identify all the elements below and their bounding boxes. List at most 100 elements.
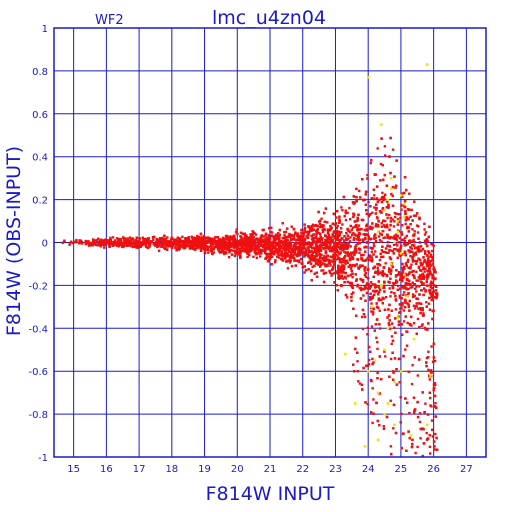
red-point	[328, 262, 331, 265]
red-point	[377, 263, 380, 266]
red-point	[430, 293, 433, 296]
red-point	[398, 272, 401, 276]
red-point	[403, 244, 407, 247]
red-point	[188, 241, 192, 244]
red-point	[433, 394, 437, 398]
red-point	[356, 283, 359, 287]
red-point	[340, 231, 343, 234]
red-point	[308, 260, 311, 263]
red-point	[210, 247, 213, 251]
red-point	[257, 240, 261, 244]
red-point	[311, 229, 314, 232]
red-point	[412, 254, 415, 257]
red-point	[238, 250, 241, 254]
red-point	[411, 257, 414, 260]
red-point	[431, 257, 434, 261]
red-point	[397, 323, 400, 327]
red-point	[264, 246, 267, 250]
red-point	[280, 250, 284, 253]
red-point	[432, 342, 436, 345]
red-point	[333, 230, 336, 233]
red-point	[409, 246, 412, 249]
red-point	[411, 364, 414, 367]
red-point	[217, 249, 221, 252]
red-point	[428, 260, 431, 263]
red-point	[297, 259, 301, 262]
red-point	[277, 253, 281, 256]
red-point	[364, 272, 367, 275]
red-point	[326, 246, 329, 250]
red-point	[391, 351, 394, 354]
red-point	[84, 243, 87, 246]
red-point	[275, 236, 278, 239]
red-point	[103, 246, 106, 249]
red-point	[184, 246, 187, 249]
red-point	[313, 236, 316, 240]
red-point	[348, 258, 352, 262]
red-point	[178, 237, 182, 240]
red-point	[219, 238, 222, 242]
red-point	[416, 317, 420, 321]
red-point	[320, 263, 323, 266]
red-point	[428, 269, 431, 272]
red-point	[413, 356, 416, 359]
red-point	[427, 250, 430, 253]
red-point	[278, 233, 281, 237]
red-point	[417, 225, 420, 228]
red-point	[387, 280, 390, 284]
red-point	[392, 225, 396, 228]
red-point	[346, 261, 349, 265]
red-point	[187, 241, 190, 244]
red-point	[329, 264, 332, 267]
red-point	[161, 242, 164, 245]
red-point	[210, 245, 213, 248]
red-point	[428, 251, 431, 255]
red-point	[321, 262, 325, 265]
red-point	[400, 297, 403, 300]
red-point	[420, 324, 424, 327]
red-point	[356, 242, 359, 245]
red-point	[408, 309, 411, 312]
red-point	[303, 242, 306, 245]
red-point	[319, 236, 322, 239]
red-point	[419, 311, 422, 315]
red-point	[405, 449, 408, 452]
red-point	[392, 371, 395, 374]
red-point	[359, 277, 362, 281]
red-point	[169, 244, 172, 248]
red-point	[345, 237, 348, 241]
red-point	[360, 286, 363, 290]
red-point	[131, 237, 135, 240]
red-point	[370, 297, 374, 300]
red-point	[337, 257, 340, 260]
red-point	[273, 250, 276, 254]
red-point	[148, 245, 151, 248]
red-point	[343, 267, 346, 270]
red-point	[372, 244, 376, 248]
red-point	[145, 245, 148, 249]
red-point	[390, 342, 393, 346]
red-point	[434, 415, 437, 418]
red-point	[403, 200, 407, 203]
red-point	[349, 263, 352, 267]
red-point	[198, 235, 201, 239]
red-point	[362, 294, 365, 297]
red-point	[410, 445, 414, 449]
red-point	[255, 251, 259, 255]
red-point	[371, 222, 374, 225]
red-point	[400, 244, 403, 247]
red-point	[362, 218, 365, 222]
red-point	[278, 236, 281, 239]
red-point	[340, 270, 343, 273]
red-point	[270, 255, 274, 259]
red-point	[224, 234, 228, 238]
red-point	[281, 259, 285, 262]
red-point	[258, 238, 262, 242]
red-point	[379, 232, 382, 235]
red-point	[283, 243, 287, 246]
red-point	[198, 239, 201, 242]
red-point	[334, 248, 338, 251]
red-point	[251, 233, 254, 236]
red-point	[299, 237, 302, 240]
red-point	[312, 233, 315, 236]
